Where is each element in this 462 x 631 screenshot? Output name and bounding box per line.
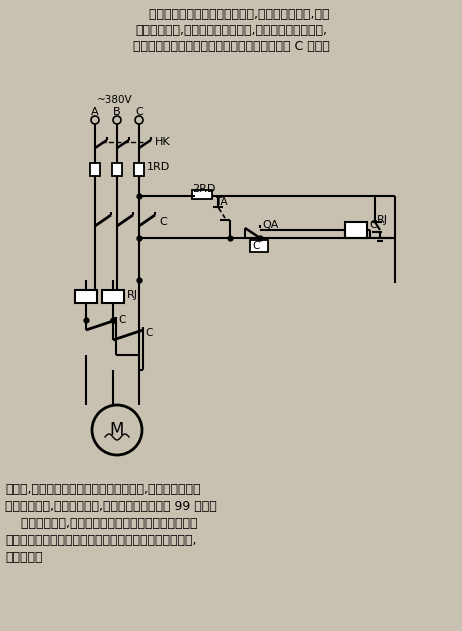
Text: C: C: [118, 315, 125, 325]
Text: 2RD: 2RD: [192, 184, 215, 194]
Bar: [102, 290, 124, 303]
Text: 在定子绕组中产生感应电动势。因定子绕组已被 C 常闭触: 在定子绕组中产生感应电动势。因定子绕组已被 C 常闭触: [133, 40, 329, 53]
Text: ~380V: ~380V: [97, 95, 133, 105]
Text: 在定子绕组供电电源断开的同时,将定子绕组短接,由于: 在定子绕组供电电源断开的同时,将定子绕组短接,由于: [133, 8, 329, 21]
Bar: [345, 222, 367, 238]
Bar: [192, 190, 212, 199]
Bar: [134, 163, 144, 176]
Bar: [90, 163, 100, 176]
Text: A: A: [91, 107, 99, 117]
Text: C: C: [145, 328, 152, 338]
Text: B: B: [113, 107, 121, 117]
Text: 这种制动方法,适用于小容量的高速异步电动机及制动: 这种制动方法,适用于小容量的高速异步电动机及制动: [5, 517, 197, 530]
Text: M: M: [110, 421, 124, 439]
Text: TA: TA: [215, 197, 228, 207]
Text: C: C: [252, 241, 259, 251]
Text: 1RD: 1RD: [147, 162, 170, 172]
Text: 点短接,所以在定子绕组回路中有感应电流,该电流又与旋转: 点短接,所以在定子绕组回路中有感应电流,该电流又与旋转: [5, 483, 201, 496]
Text: RJ: RJ: [377, 215, 388, 225]
Text: HK: HK: [155, 137, 170, 147]
Text: 简单易行。: 简单易行。: [5, 551, 43, 564]
Text: C: C: [369, 220, 377, 230]
Text: QA: QA: [262, 220, 279, 230]
Text: C: C: [135, 107, 143, 117]
Bar: [75, 290, 97, 303]
Text: C: C: [159, 217, 167, 227]
Text: 要求不高的场合。短接制动的优点是无需特殊的控制设备,: 要求不高的场合。短接制动的优点是无需特殊的控制设备,: [5, 534, 196, 547]
Bar: [250, 240, 268, 252]
Text: RJ: RJ: [127, 290, 138, 300]
Bar: [112, 163, 122, 176]
Text: 磁场相互作用,产生制动转矩,迫使转子停转。见图 99 所示。: 磁场相互作用,产生制动转矩,迫使转子停转。见图 99 所示。: [5, 500, 217, 513]
Text: 转子存在剩磁,形成了转子旋转磁场,此磁场切割定子绕组,: 转子存在剩磁,形成了转子旋转磁场,此磁场切割定子绕组,: [135, 24, 327, 37]
